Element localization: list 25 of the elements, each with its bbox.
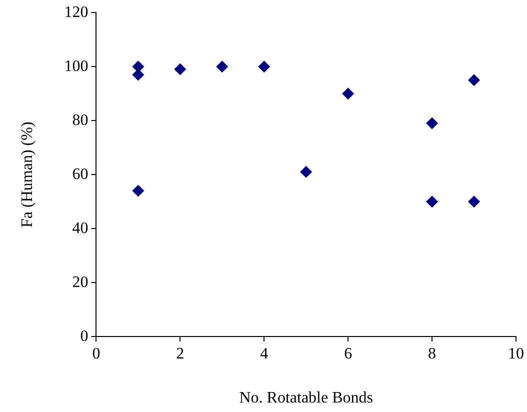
point (300, 166, 312, 178)
point (426, 117, 438, 130)
point (426, 196, 438, 208)
x-tick-label: 0 (92, 345, 100, 362)
x-tick-label: 6 (344, 345, 352, 362)
y-axis-title: Fa (Human) (%) (18, 122, 36, 228)
x-tick-label: 2 (176, 345, 184, 362)
y-tick-label: 80 (72, 112, 88, 129)
point (216, 60, 228, 73)
point (174, 63, 186, 76)
point (468, 74, 480, 86)
point (258, 60, 270, 73)
y-tick-label: 120 (64, 4, 88, 21)
y-tick-label: 60 (72, 166, 88, 183)
y-tick-label: 100 (64, 58, 88, 75)
x-axis-title: No. Rotatable Bonds (239, 390, 373, 407)
point (342, 88, 354, 100)
y-tick-label: 20 (72, 274, 88, 291)
x-tick-label: 10 (508, 345, 524, 362)
x-tick-label: 4 (260, 345, 268, 362)
x-tick-label: 8 (428, 345, 436, 362)
y-tick-label: 40 (72, 220, 88, 237)
point (468, 196, 480, 208)
point (132, 184, 144, 197)
y-tick-label: 0 (80, 328, 88, 345)
